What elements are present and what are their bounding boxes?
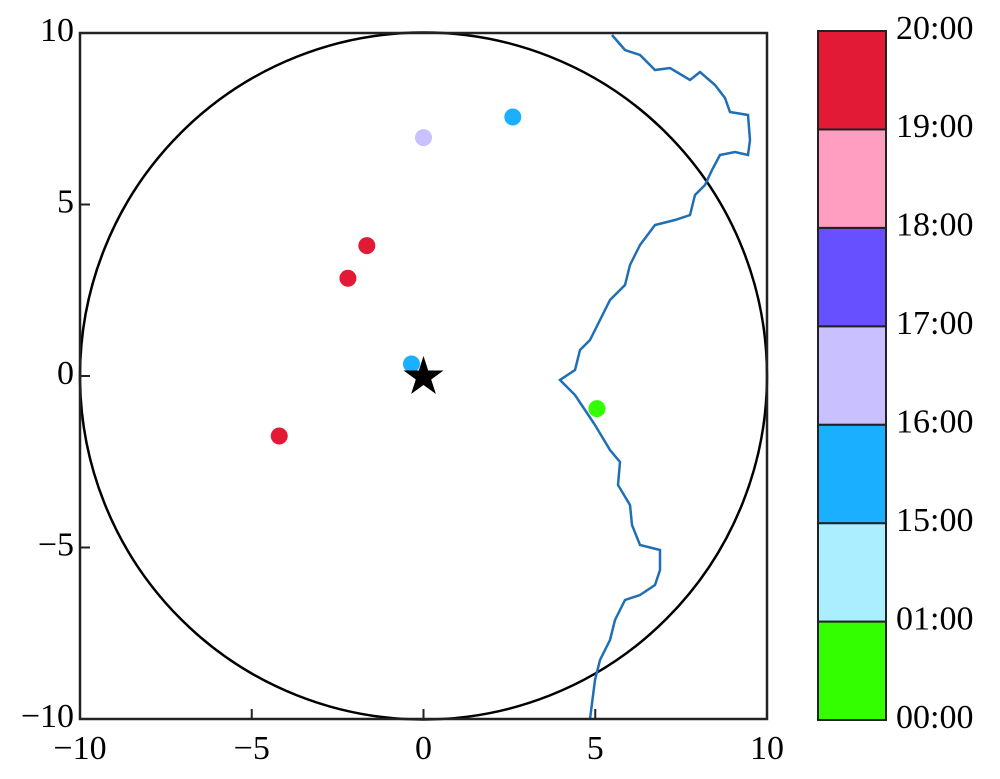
point <box>415 129 432 147</box>
colorbar-label: 20:00 <box>896 10 973 47</box>
point <box>358 237 376 255</box>
colorbar-label: 01:00 <box>896 600 973 637</box>
x-tick-label: 10 <box>750 730 784 767</box>
colorbar-label: 15:00 <box>896 502 973 539</box>
colorbar-segment <box>817 620 887 721</box>
marks <box>270 108 606 445</box>
point <box>588 400 606 418</box>
colorbar-segment <box>817 423 887 525</box>
point <box>339 269 357 287</box>
coastline <box>558 34 752 720</box>
colorbar-segment <box>817 226 887 328</box>
x-tick-label: −10 <box>53 730 106 767</box>
x-tick-label: 0 <box>415 730 432 767</box>
point <box>402 355 420 373</box>
colorbar-label: 19:00 <box>896 108 973 145</box>
colorbar-label: 18:00 <box>896 207 973 244</box>
x-tick-label: 5 <box>587 730 604 767</box>
point <box>270 427 288 445</box>
colorbar-segment <box>817 325 887 426</box>
colorbar-label: 00:00 <box>896 699 973 736</box>
colorbar-label: 16:00 <box>896 404 973 441</box>
y-tick-label: −10 <box>21 698 74 735</box>
y-tick-label: 10 <box>40 12 74 49</box>
center-star <box>403 356 444 394</box>
y-tick-label: −5 <box>38 526 74 563</box>
colorbar-label: 17:00 <box>896 305 973 342</box>
y-tick-label: 5 <box>57 183 74 220</box>
y-tick-label: 0 <box>57 355 74 392</box>
x-tick-label: −5 <box>234 730 270 767</box>
colorbar-segment <box>817 128 887 229</box>
colorbar-segment <box>817 522 887 623</box>
point <box>504 108 522 126</box>
colorbar-segment <box>817 30 887 131</box>
